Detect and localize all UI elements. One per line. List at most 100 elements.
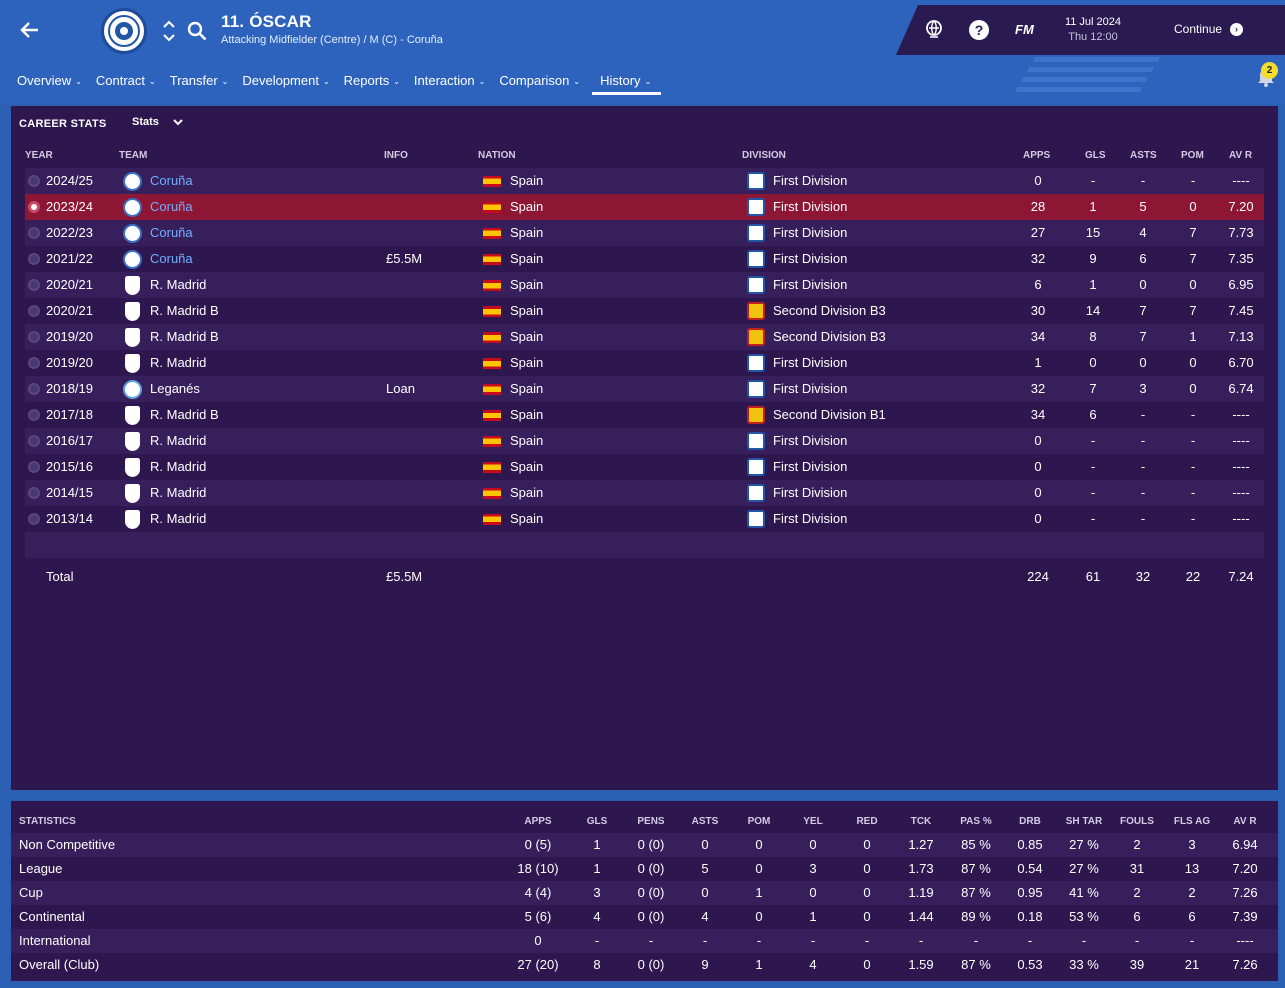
career-row[interactable]: 2018/19 Leganés Loan Spain First Division 32 7… (25, 376, 1264, 402)
team-name[interactable]: Coruña (150, 251, 193, 266)
stat-col-3[interactable]: PENS (637, 816, 665, 827)
col-year[interactable]: YEAR (25, 150, 53, 161)
row-select-radio[interactable] (28, 175, 40, 187)
tab-development[interactable]: Development ⌄ (242, 72, 330, 88)
team-name[interactable]: R. Madrid (150, 459, 207, 474)
division-name[interactable]: First Division (773, 459, 848, 474)
team-name[interactable]: Coruña (150, 173, 193, 188)
row-select-radio[interactable] (28, 279, 40, 291)
division-name[interactable]: Second Division B1 (773, 407, 886, 422)
division-name[interactable]: First Division (773, 381, 848, 396)
division-name[interactable]: Second Division B3 (773, 303, 886, 318)
prev-next-player-icon[interactable] (162, 18, 176, 44)
stat-col-0[interactable]: STATISTICS (19, 816, 76, 827)
tab-history[interactable]: History ⌄ (592, 69, 662, 95)
row-select-radio[interactable] (28, 461, 40, 473)
career-row[interactable]: 2024/25 Coruña Spain First Division 0- - - ---- (25, 168, 1264, 194)
row-select-radio[interactable] (28, 305, 40, 317)
career-row[interactable]: 2019/20 R. Madrid B Spain Second Division B… (25, 324, 1264, 350)
col-nation[interactable]: NATION (478, 150, 516, 161)
nation-name[interactable]: Spain (510, 199, 544, 214)
search-icon[interactable] (186, 20, 208, 42)
row-select-radio[interactable] (28, 253, 40, 265)
tab-reports[interactable]: Reports ⌄ (343, 72, 400, 88)
nation-name[interactable]: Spain (510, 303, 544, 318)
nation-name[interactable]: Spain (510, 485, 544, 500)
career-row[interactable]: 2023/24 Coruña Spain First Division 28 1 5 0 7.2… (25, 194, 1264, 220)
stat-col-13[interactable]: FLS AG (1173, 816, 1211, 827)
stat-col-2[interactable]: GLS (586, 816, 608, 827)
career-row[interactable]: 2017/18 R. Madrid B Spain Second Division B… (25, 402, 1264, 428)
career-row[interactable]: 2015/16 R. Madrid Spain First Division 0- - - -… (25, 454, 1264, 480)
tab-comparison[interactable]: Comparison ⌄ (499, 72, 581, 88)
col-apps[interactable]: APPS (1023, 150, 1051, 161)
col-avr[interactable]: AV R (1229, 150, 1253, 161)
team-name[interactable]: Coruña (150, 199, 193, 214)
row-select-radio[interactable] (28, 201, 40, 213)
row-select-radio[interactable] (28, 227, 40, 239)
col-asts[interactable]: ASTS (1130, 150, 1157, 161)
career-row[interactable]: 2014/15 R. Madrid Spain First Division 0- - - -… (25, 480, 1264, 506)
globe-icon[interactable] (924, 19, 944, 39)
team-name[interactable]: R. Madrid (150, 433, 207, 448)
career-row[interactable]: 2016/17 R. Madrid Spain First Division 0- - - -… (25, 428, 1264, 454)
nation-name[interactable]: Spain (510, 173, 544, 188)
division-name[interactable]: First Division (773, 355, 848, 370)
stat-col-9[interactable]: PAS % (960, 816, 992, 827)
row-select-radio[interactable] (28, 409, 40, 421)
team-name[interactable]: R. Madrid (150, 511, 207, 526)
nation-name[interactable]: Spain (510, 329, 544, 344)
stat-col-10[interactable]: DRB (1019, 816, 1041, 827)
nation-name[interactable]: Spain (510, 225, 544, 240)
row-select-radio[interactable] (28, 383, 40, 395)
row-select-radio[interactable] (28, 331, 40, 343)
team-name[interactable]: R. Madrid B (150, 303, 219, 318)
back-arrow-icon[interactable] (18, 18, 42, 42)
col-gls[interactable]: GLS (1085, 150, 1106, 161)
row-select-radio[interactable] (28, 513, 40, 525)
col-team[interactable]: TEAM (119, 150, 148, 161)
team-name[interactable]: Leganés (150, 381, 200, 396)
division-name[interactable]: First Division (773, 485, 848, 500)
team-name[interactable]: Coruña (150, 225, 193, 240)
col-info[interactable]: INFO (384, 150, 408, 161)
nation-name[interactable]: Spain (510, 459, 544, 474)
division-name[interactable]: First Division (773, 173, 848, 188)
stat-col-5[interactable]: POM (747, 816, 771, 827)
col-pom[interactable]: POM (1181, 150, 1204, 161)
team-name[interactable]: R. Madrid (150, 485, 207, 500)
division-name[interactable]: First Division (773, 511, 848, 526)
row-select-radio[interactable] (28, 487, 40, 499)
stat-col-12[interactable]: FOULS (1120, 816, 1154, 827)
division-name[interactable]: First Division (773, 199, 848, 214)
row-select-radio[interactable] (28, 357, 40, 369)
division-name[interactable]: First Division (773, 251, 848, 266)
tab-interaction[interactable]: Interaction ⌄ (413, 72, 486, 88)
team-name[interactable]: R. Madrid B (150, 407, 219, 422)
division-name[interactable]: Second Division B3 (773, 329, 886, 344)
tab-transfer[interactable]: Transfer ⌄ (169, 72, 229, 88)
stat-col-6[interactable]: YEL (803, 816, 823, 827)
team-name[interactable]: R. Madrid (150, 355, 207, 370)
tab-contract[interactable]: Contract ⌄ (95, 72, 156, 88)
team-name[interactable]: R. Madrid (150, 277, 207, 292)
stat-col-8[interactable]: TCK (910, 816, 932, 827)
career-row[interactable]: 2013/14 R. Madrid Spain First Division 0- - - -… (25, 506, 1264, 532)
nation-name[interactable]: Spain (510, 433, 544, 448)
club-badge[interactable] (101, 8, 147, 54)
career-row[interactable]: 2020/21 R. Madrid Spain First Division 6 1 0 0 6… (25, 272, 1264, 298)
continue-button[interactable]: Continue › (1174, 22, 1244, 36)
stat-col-4[interactable]: ASTS (691, 816, 719, 827)
row-select-radio[interactable] (28, 435, 40, 447)
stat-col-7[interactable]: RED (856, 816, 878, 827)
stat-col-1[interactable]: APPS (524, 816, 552, 827)
division-name[interactable]: First Division (773, 277, 848, 292)
help-button[interactable]: ? (969, 20, 989, 40)
nation-name[interactable]: Spain (510, 355, 544, 370)
career-row[interactable]: 2021/22 Coruña £5.5M Spain First Division 32 9… (25, 246, 1264, 272)
division-name[interactable]: First Division (773, 225, 848, 240)
team-name[interactable]: R. Madrid B (150, 329, 219, 344)
tab-overview[interactable]: Overview ⌄ (17, 72, 82, 88)
stat-col-14[interactable]: AV R (1233, 816, 1257, 827)
career-row[interactable]: 2022/23 Coruña Spain First Division 27 15 4 7 7.… (25, 220, 1264, 246)
